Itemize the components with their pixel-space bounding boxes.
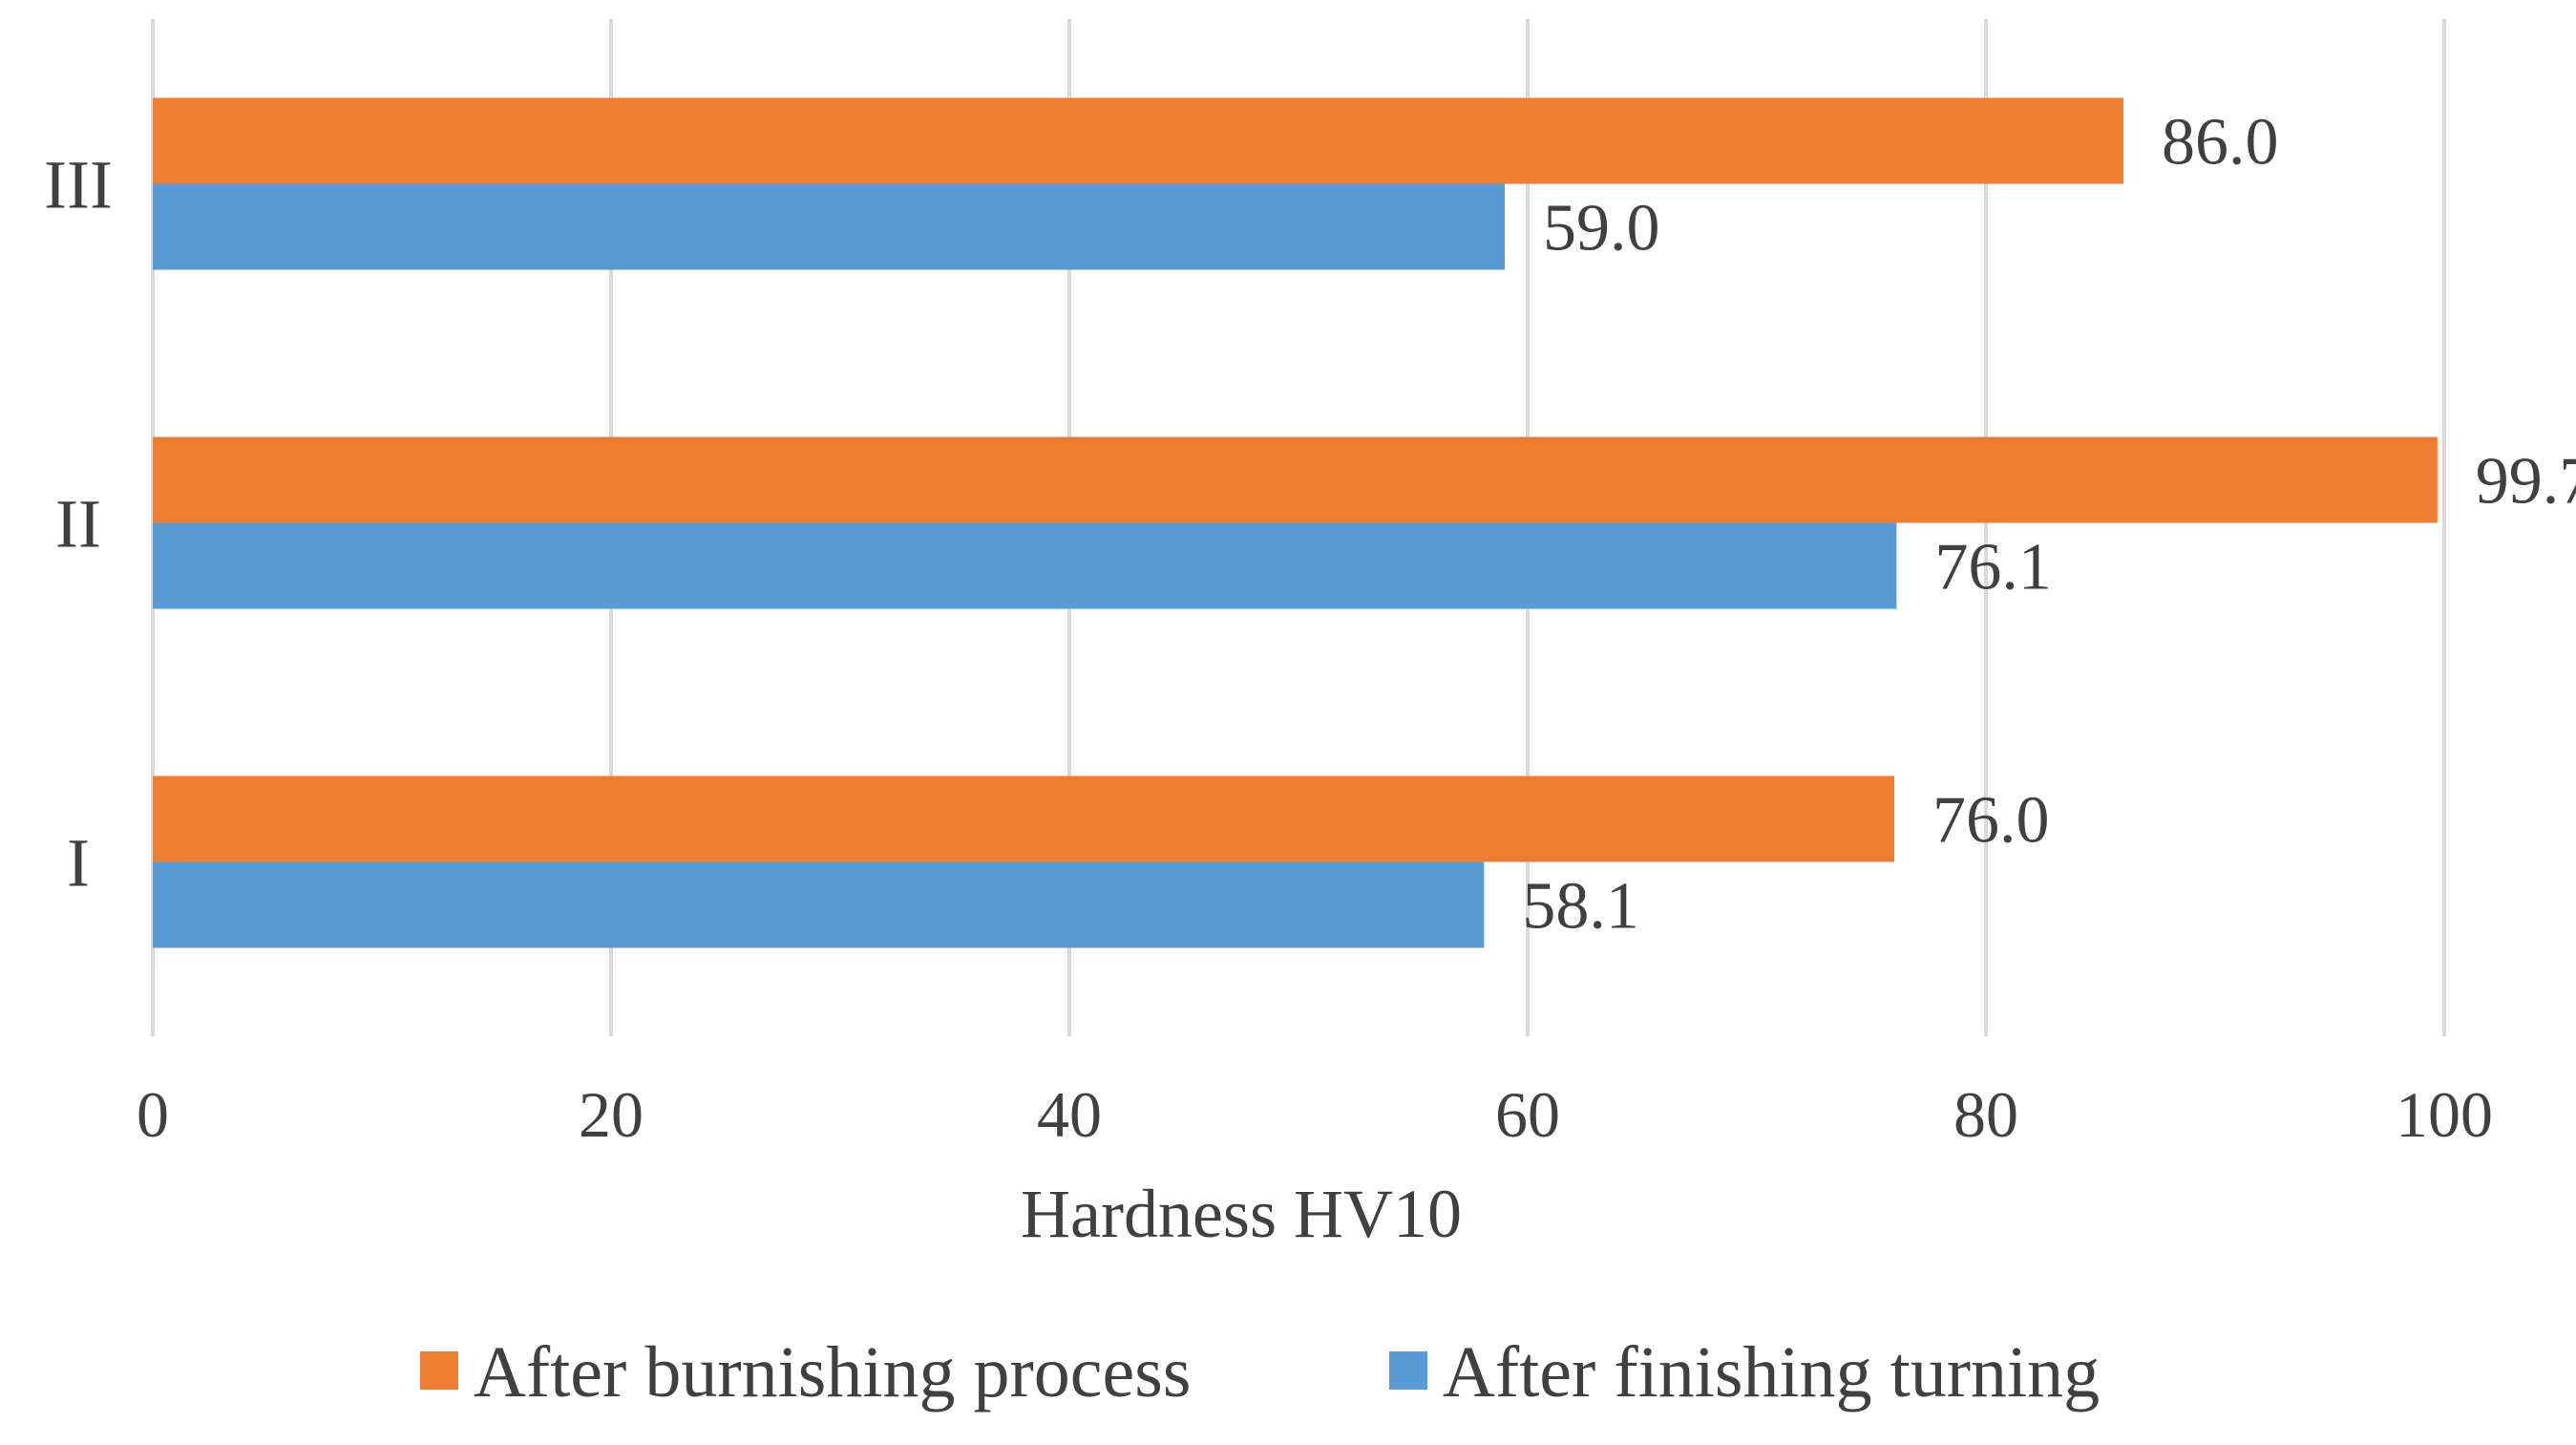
category-label: I (67, 825, 90, 902)
data-labels: 76.0 58.1 99.7 76.1 86.0 59.0 (1522, 106, 2576, 944)
x-axis-ticks: 0 20 40 60 80 100 (137, 1078, 2493, 1151)
x-axis-title: Hardness HV10 (1021, 1176, 1462, 1252)
data-label: 76.0 (1932, 784, 2050, 858)
x-tick-label: 20 (579, 1078, 644, 1151)
bar-burnishing-I (153, 776, 1894, 862)
bar-burnishing-II (153, 436, 2438, 523)
legend: After burnishing process After finishing … (420, 1332, 2100, 1413)
x-tick-label: 0 (137, 1078, 169, 1151)
bar-turning-II (153, 522, 1897, 609)
x-tick-label: 80 (1953, 1078, 2018, 1151)
legend-label-burnishing: After burnishing process (474, 1332, 1191, 1413)
category-label: II (55, 486, 101, 563)
category-label: III (44, 147, 113, 223)
legend-swatch-turning (1389, 1351, 1427, 1390)
data-label: 86.0 (2162, 106, 2279, 180)
bar-turning-I (153, 861, 1485, 948)
bars (153, 97, 2438, 948)
data-label: 99.7 (2476, 445, 2576, 519)
legend-swatch-burnishing (420, 1351, 458, 1390)
x-tick-label: 60 (1495, 1078, 1560, 1151)
data-label: 58.1 (1522, 870, 1639, 944)
legend-label-turning: After finishing turning (1443, 1332, 2100, 1413)
data-label: 59.0 (1543, 192, 1660, 266)
bar-burnishing-III (153, 97, 2123, 184)
x-tick-label: 40 (1037, 1078, 1102, 1151)
bar-turning-III (153, 183, 1505, 270)
data-label: 76.1 (1934, 531, 2051, 605)
x-tick-label: 100 (2396, 1078, 2493, 1151)
